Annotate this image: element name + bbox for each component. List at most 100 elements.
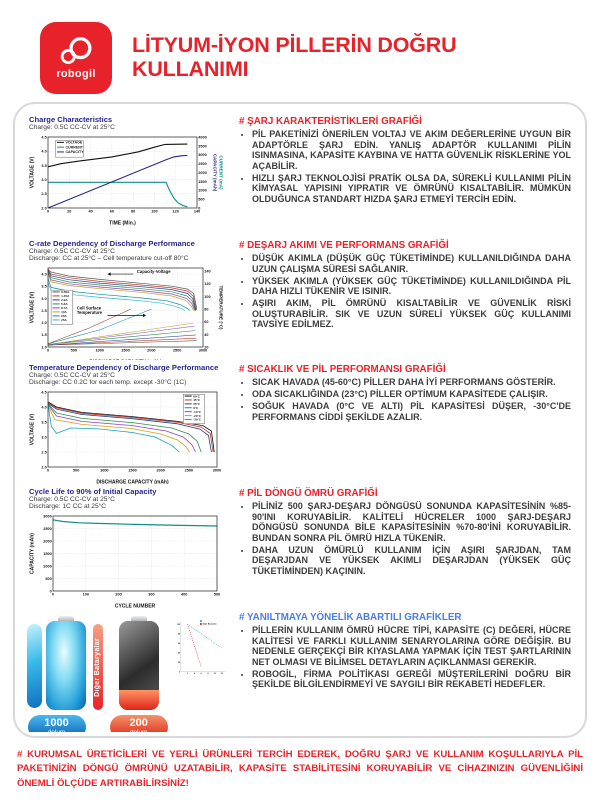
svg-text:0: 0 xyxy=(52,593,54,597)
battery-illustration: 1000 dolum Diğer Bataryalar 200 dolum xyxy=(23,608,227,732)
good-battery-group: 1000 dolum xyxy=(27,616,86,732)
svg-text:140: 140 xyxy=(194,210,200,214)
svg-text:3000: 3000 xyxy=(199,349,207,353)
bullet-item: AŞIRI AKIM, PİL ÖMRÜNÜ KISALTABİLİR VE G… xyxy=(252,298,571,330)
svg-text:2500: 2500 xyxy=(198,162,206,166)
svg-text:8: 8 xyxy=(207,673,208,675)
chart-title: Cycle Life to 90% of Initial Capacity xyxy=(29,487,157,496)
svg-text:0°C: 0°C xyxy=(193,406,199,410)
svg-text:CAPACITY: CAPACITY xyxy=(65,150,84,154)
svg-text:500: 500 xyxy=(71,349,77,353)
svg-text:-10°C: -10°C xyxy=(193,410,202,414)
svg-text:-30°C: -30°C xyxy=(193,418,202,422)
section-dongu-omru: # PİL DÖNGÜ ÖMRÜ GRAFİĞİ PİLİNİZ 500 ŞARJ… xyxy=(235,484,575,608)
logo-text: robogil xyxy=(56,68,96,80)
svg-text:4000: 4000 xyxy=(198,135,206,139)
svg-text:20: 20 xyxy=(67,210,71,214)
svg-text:CURRENT: CURRENT xyxy=(65,145,83,149)
svg-text:2000: 2000 xyxy=(198,171,206,175)
chart-subtitle: Discharge: 1C CC at 25°C xyxy=(29,503,107,511)
low-battery-graphic xyxy=(118,616,159,710)
svg-text:4.0: 4.0 xyxy=(41,273,46,277)
chart-title: C-rate Dependency of Discharge Performan… xyxy=(29,239,195,248)
svg-text:4.5: 4.5 xyxy=(41,391,46,395)
svg-text:3.5: 3.5 xyxy=(41,164,46,168)
svg-text:2000: 2000 xyxy=(147,349,155,353)
section-heading: # DEŞARJ AKIMI VE PERFORMANS GRAFİĞİ xyxy=(239,240,449,251)
svg-text:CAPACITY (mAh): CAPACITY (mAh) xyxy=(30,533,36,574)
svg-text:VOLTAGE (V): VOLTAGE (V) xyxy=(30,292,36,324)
section-heading: # ŞARJ KARAKTERİSTİKLERİ GRAFİĞİ xyxy=(239,116,422,127)
svg-text:80: 80 xyxy=(204,308,208,312)
svg-text:CYCLE NUMBER: CYCLE NUMBER xyxy=(115,604,156,608)
robogil-logo: robogil xyxy=(40,22,112,94)
battery-capsule-graphic xyxy=(27,624,42,708)
svg-text:2500: 2500 xyxy=(185,469,193,473)
chart-temperature-discharge: Temperature Dependency of Discharge Perf… xyxy=(23,360,227,484)
svg-text:0: 0 xyxy=(179,671,180,673)
section-sarj-karakteristikleri: # ŞARJ KARAKTERİSTİKLERİ GRAFİĞİ PİL PAKE… xyxy=(235,112,575,236)
chart-subtitle: Charge: 0.5C CC-CV at 25°C xyxy=(29,371,115,379)
svg-text:500: 500 xyxy=(45,577,51,581)
svg-text:60: 60 xyxy=(204,320,208,324)
svg-text:100: 100 xyxy=(151,210,157,214)
svg-text:1500: 1500 xyxy=(43,552,51,556)
svg-text:Cell Surface: Cell Surface xyxy=(77,306,102,311)
chart-subtitles: Charge: 0.5C CC-CV at 25°C Discharge: CC … xyxy=(29,372,227,386)
chart-subtitles: Charge: 0.5C CC-CV at 25°C Discharge: CC … xyxy=(29,248,227,262)
svg-text:3.0: 3.0 xyxy=(41,178,46,182)
svg-text:40: 40 xyxy=(88,210,92,214)
svg-text:80: 80 xyxy=(131,210,135,214)
svg-text:4.0: 4.0 xyxy=(41,406,46,410)
svg-text:DISCHARGE CAPACITY (mAh): DISCHARGE CAPACITY (mAh) xyxy=(96,480,169,484)
section-abartili-grafikler: # YANILTMAYA YÖNELİK ABARTILI GRAFİKLER P… xyxy=(235,608,575,732)
good-battery-label: 1000 dolum xyxy=(27,715,86,732)
svg-text:60°C: 60°C xyxy=(193,394,201,398)
chart-title: Charge Characteristics xyxy=(29,115,113,124)
svg-text:80: 80 xyxy=(178,634,180,636)
svg-text:300: 300 xyxy=(148,593,154,597)
svg-text:3000: 3000 xyxy=(213,469,221,473)
svg-text:25°C: 25°C xyxy=(193,402,201,406)
svg-text:4.5: 4.5 xyxy=(41,135,46,139)
svg-text:4: 4 xyxy=(194,672,195,675)
svg-text:1500: 1500 xyxy=(128,469,136,473)
chart-subtitle: Charge: 0.5C CC-CV at 25°C xyxy=(29,247,115,255)
bullet-item: PİLİNİZ 500 ŞARJ-DEŞARJ DÖNGÜSÜ SONUNDA … xyxy=(252,501,571,543)
svg-text:0: 0 xyxy=(198,206,200,210)
svg-text:0: 0 xyxy=(47,210,49,214)
svg-text:3.5: 3.5 xyxy=(41,421,46,425)
svg-text:2.0: 2.0 xyxy=(41,466,46,470)
svg-text:Capacity-Voltage: Capacity-Voltage xyxy=(137,269,171,274)
svg-text:2.0: 2.0 xyxy=(41,321,46,325)
chart-charge-characteristics: Charge Characteristics Charge: 0.5C CC-C… xyxy=(23,112,227,236)
bullet-item: DAHA UZUN ÖMÜRLÜ KULLANIM İÇİN AŞIRI ŞAR… xyxy=(252,545,571,577)
section-sicaklik-performans: # SICAKLIK VE PİL PERFORMANSI GRAFİĞİ SIC… xyxy=(235,360,575,484)
chart-crate-discharge: C-rate Dependency of Discharge Performan… xyxy=(23,236,227,360)
svg-text:20A: 20A xyxy=(61,314,67,318)
section-heading: # PİL DÖNGÜ ÖMRÜ GRAFİĞİ xyxy=(239,488,378,499)
svg-text:-20°C: -20°C xyxy=(193,414,202,418)
page-title: LİTYUM-İYON PİLLERİN DOĞRU KULLANIMI xyxy=(132,33,457,81)
svg-text:TEMPERATURE (°C): TEMPERATURE (°C) xyxy=(219,286,224,331)
svg-text:140: 140 xyxy=(204,270,210,274)
svg-text:0: 0 xyxy=(50,590,52,594)
svg-text:60: 60 xyxy=(178,643,180,645)
svg-text:10: 10 xyxy=(213,673,215,675)
svg-text:3.5: 3.5 xyxy=(41,285,46,289)
svg-text:3500: 3500 xyxy=(198,144,206,148)
chart-subtitle: Discharge: CC at 25°C – Cell temperature… xyxy=(29,255,189,263)
chart-cycle-life: Cycle Life to 90% of Initial Capacity Ch… xyxy=(23,484,227,608)
bullet-item: SICAK HAVADA (45-60°C) PİLLER DAHA İYİ P… xyxy=(252,377,571,388)
content-card: Charge Characteristics Charge: 0.5C CC-C… xyxy=(13,102,587,738)
svg-text:3.0: 3.0 xyxy=(41,436,46,440)
svg-text:2.9A: 2.9A xyxy=(61,298,68,302)
svg-text:100: 100 xyxy=(83,593,89,597)
svg-text:60: 60 xyxy=(110,210,114,214)
svg-text:100: 100 xyxy=(204,295,210,299)
battery-cap xyxy=(130,616,147,623)
full-battery-graphic xyxy=(46,616,86,710)
svg-text:0.58A: 0.58A xyxy=(61,290,70,294)
svg-text:2: 2 xyxy=(187,673,188,675)
svg-text:2000: 2000 xyxy=(43,540,51,544)
